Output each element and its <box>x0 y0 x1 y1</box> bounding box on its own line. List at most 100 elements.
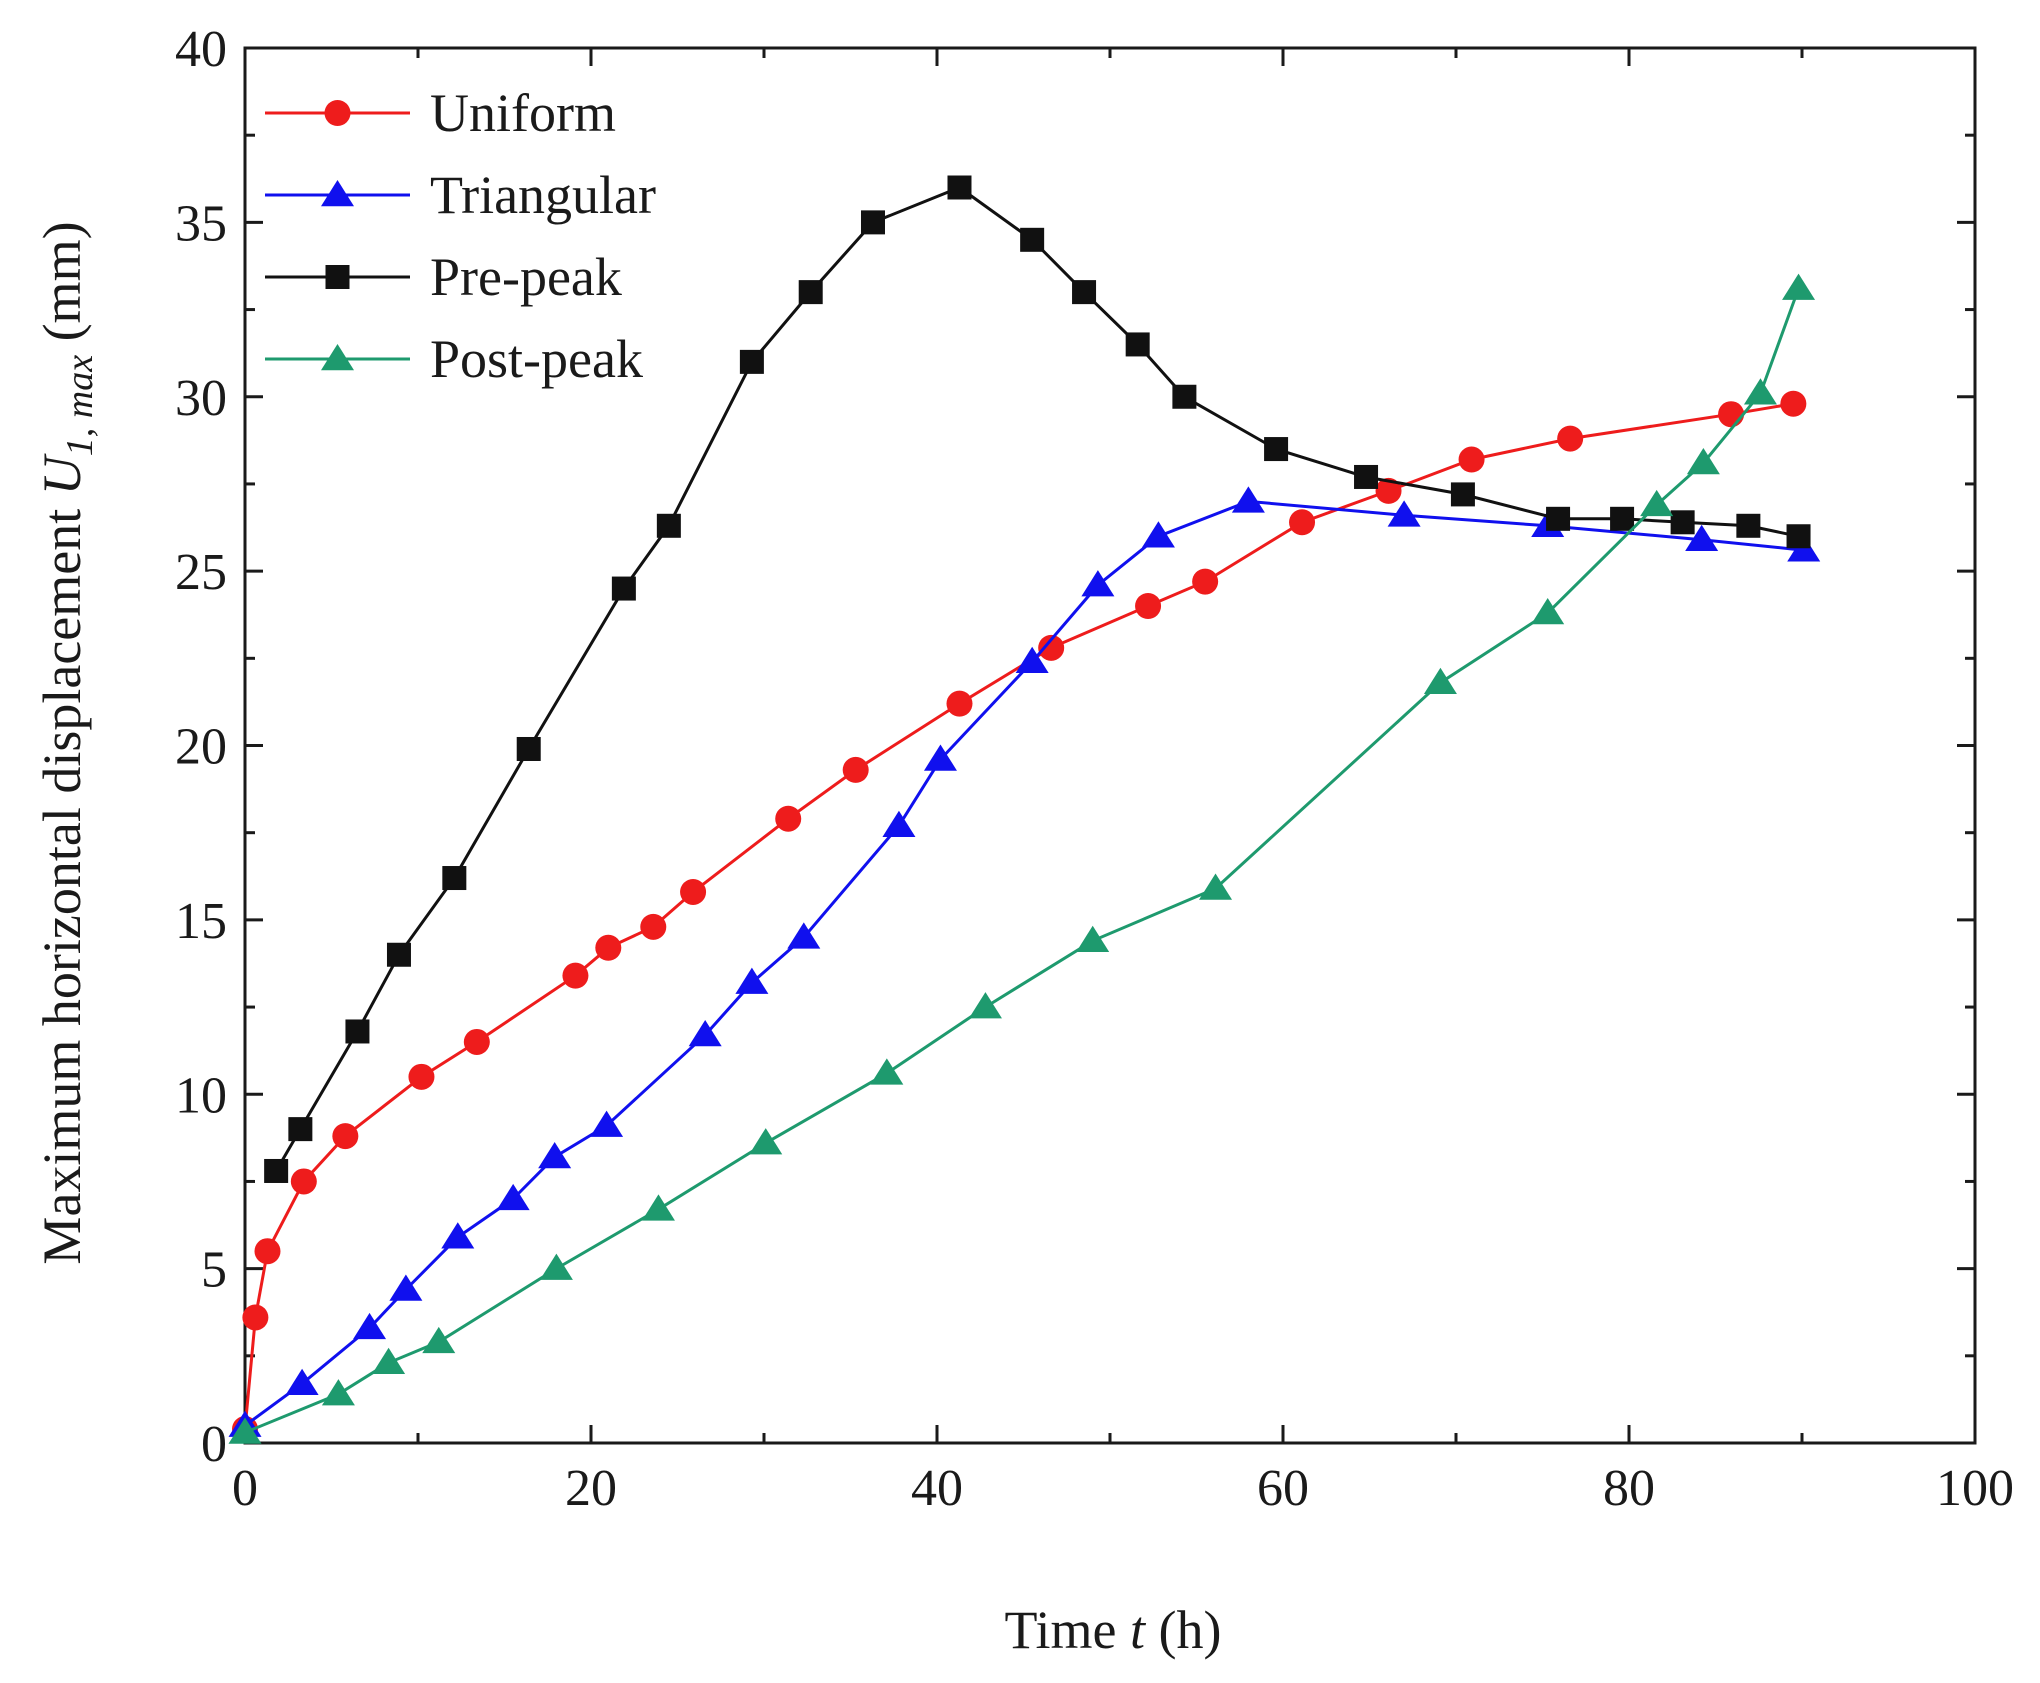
data-point-uniform <box>595 934 622 961</box>
data-point-triangular <box>1685 524 1719 551</box>
data-point-pre-peak <box>264 1158 289 1183</box>
data-point-uniform <box>463 1028 490 1055</box>
legend-marker-post-peak <box>321 344 354 371</box>
series-line-triangular <box>244 499 1804 1427</box>
data-point-pre-peak <box>442 866 467 891</box>
data-point-post-peak <box>228 1417 262 1444</box>
data-point-uniform <box>562 962 589 989</box>
y-tick-label: 10 <box>175 1067 227 1124</box>
data-point-uniform <box>775 805 802 832</box>
data-point-post-peak <box>1743 378 1777 405</box>
x-tick-label: 20 <box>565 1460 617 1517</box>
data-point-triangular <box>389 1274 423 1301</box>
data-point-pre-peak <box>656 513 681 538</box>
data-point-pre-peak <box>1072 280 1097 305</box>
data-point-pre-peak <box>1786 524 1811 549</box>
legend-marker-triangular <box>321 180 354 207</box>
data-point-triangular <box>441 1222 475 1249</box>
series-pre-peak <box>264 175 1811 1183</box>
data-point-pre-peak <box>1264 437 1289 462</box>
data-point-pre-peak <box>1610 506 1635 531</box>
data-point-pre-peak <box>1125 332 1150 357</box>
data-point-pre-peak <box>386 942 411 967</box>
series-layer <box>228 175 1821 1444</box>
data-point-triangular <box>496 1183 530 1211</box>
data-point-uniform <box>640 913 667 940</box>
series-line-post-peak <box>244 288 1800 1434</box>
data-point-post-peak <box>539 1253 573 1280</box>
data-point-pre-peak <box>1354 464 1379 489</box>
y-tick-label: 20 <box>175 719 227 776</box>
y-tick-label: 25 <box>175 544 227 601</box>
data-point-post-peak <box>422 1326 456 1354</box>
data-point-pre-peak <box>1020 227 1045 252</box>
data-point-triangular <box>1015 646 1049 674</box>
legend-label-triangular: Triangular <box>430 165 656 225</box>
data-point-triangular <box>1231 486 1265 513</box>
data-point-post-peak <box>1640 489 1674 517</box>
data-point-uniform <box>680 878 707 905</box>
data-point-triangular <box>1787 535 1821 562</box>
legend-item-post-peak: Post-peak <box>265 329 643 389</box>
legend-item-triangular: Triangular <box>265 165 656 225</box>
data-point-pre-peak <box>1736 513 1761 538</box>
data-point-triangular <box>353 1312 387 1340</box>
data-point-triangular <box>1081 570 1115 597</box>
data-point-triangular <box>735 967 769 994</box>
x-tick-label: 80 <box>1603 1460 1655 1517</box>
legend-item-uniform: Uniform <box>265 83 616 143</box>
x-tick-label: 40 <box>911 1460 963 1517</box>
data-point-post-peak <box>1686 448 1720 475</box>
legend-marker-pre-peak <box>325 265 350 289</box>
data-point-pre-peak <box>345 1019 370 1044</box>
data-point-uniform <box>1780 390 1807 417</box>
data-point-post-peak <box>321 1379 355 1406</box>
legend-label-uniform: Uniform <box>430 83 616 143</box>
axes-layer: 0 20 40 60 80 100 0 5 10 15 20 25 30 35 40 <box>175 21 2014 1517</box>
data-point-pre-peak <box>1172 384 1197 409</box>
data-point-triangular <box>285 1368 319 1395</box>
x-tick-label: 60 <box>1257 1460 1309 1517</box>
data-point-uniform <box>1289 509 1316 536</box>
x-tick-label: 0 <box>232 1460 258 1517</box>
y-tick-label: 30 <box>175 370 227 427</box>
y-tick-label: 35 <box>175 195 227 252</box>
data-point-uniform <box>1375 477 1402 504</box>
data-point-uniform <box>1135 593 1162 619</box>
data-point-post-peak <box>1782 273 1816 300</box>
y-axis-title: Maximum horizontal displacement U1, max … <box>32 221 101 1264</box>
y-tick-label: 40 <box>175 21 227 78</box>
data-point-post-peak <box>1076 925 1110 953</box>
data-point-triangular <box>1141 521 1175 548</box>
data-point-post-peak <box>1423 667 1457 694</box>
data-point-triangular <box>1387 500 1421 527</box>
data-point-triangular <box>923 744 957 771</box>
data-point-pre-peak <box>798 280 823 305</box>
data-point-uniform <box>1718 401 1745 428</box>
data-point-pre-peak <box>860 210 885 235</box>
y-tick-label: 0 <box>201 1416 227 1473</box>
data-point-post-peak <box>372 1347 406 1375</box>
data-point-post-peak <box>641 1194 675 1221</box>
legend-label-pre-peak: Pre-peak <box>430 247 622 307</box>
data-point-post-peak <box>749 1128 783 1155</box>
x-tick-label: 100 <box>1936 1460 2014 1517</box>
legend-label-post-peak: Post-peak <box>430 329 643 389</box>
series-post-peak <box>228 273 1816 1444</box>
data-point-post-peak <box>1199 873 1233 900</box>
data-point-uniform <box>946 690 973 717</box>
data-point-triangular <box>538 1142 572 1169</box>
data-point-triangular <box>590 1110 624 1137</box>
data-point-uniform <box>408 1063 435 1090</box>
data-point-post-peak <box>1531 597 1565 625</box>
data-point-pre-peak <box>516 736 541 761</box>
data-point-uniform <box>1458 446 1485 473</box>
data-point-post-peak <box>968 992 1002 1019</box>
data-point-pre-peak <box>288 1117 313 1142</box>
data-point-pre-peak <box>1546 506 1571 531</box>
data-point-pre-peak <box>611 576 636 601</box>
data-point-uniform <box>242 1304 269 1331</box>
y-tick-label: 15 <box>175 893 227 950</box>
y-tick-label: 5 <box>201 1242 227 1299</box>
